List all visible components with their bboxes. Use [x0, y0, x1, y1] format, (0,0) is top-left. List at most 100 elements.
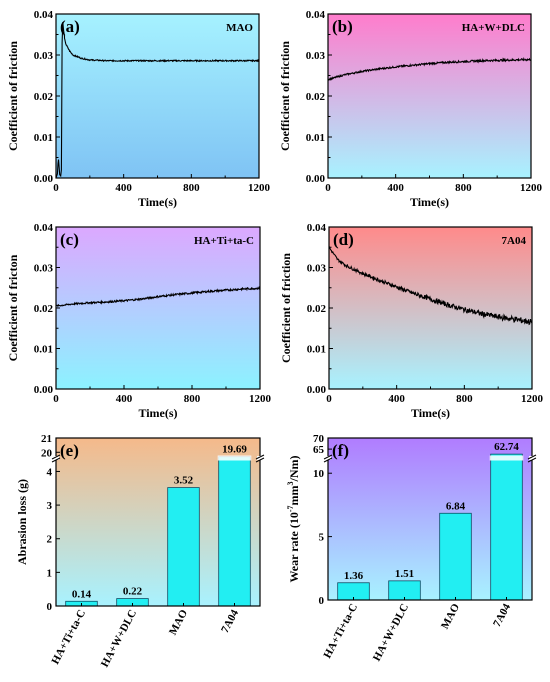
y-tick-label: 0.02	[306, 91, 326, 103]
data-label: 1.51	[395, 568, 414, 580]
material-label: 7A04	[502, 235, 527, 247]
line-panel-1: 0 400 800 1200 0.00 0.01 0.02 0.03 0.04 Time(s) Co…	[278, 9, 543, 209]
y-tick-label: 0.01	[34, 132, 53, 144]
x-tick-label: 0	[326, 393, 332, 405]
y-axis-label: Coefficient of friction	[6, 41, 20, 151]
category-label: MAO	[439, 601, 462, 631]
y-axis-label: Coefficient of friction	[278, 41, 292, 151]
x-tick-label: 1200	[249, 393, 272, 405]
x-tick-label: 0	[53, 182, 59, 194]
plot-background	[329, 227, 532, 389]
axis-break-gap	[529, 456, 535, 460]
y-axis-label-sup: 3	[286, 481, 295, 485]
x-tick-label: 400	[116, 393, 133, 405]
y-tick-label: 65	[313, 444, 325, 456]
y-tick-label: 2	[47, 534, 53, 546]
y-tick-label: 21	[41, 433, 52, 445]
bar-break-gap	[489, 455, 524, 461]
bar	[167, 487, 200, 607]
bar-panel-5: 1.36 HA+Ti+ta-C 1.51 HA+W+DLC 6.84 MAO 62.74 7A…	[286, 433, 537, 664]
data-label: 6.84	[446, 500, 466, 512]
y-axis-label: Coefficient of friction	[279, 253, 293, 363]
axis-break-mark	[527, 454, 537, 460]
y-tick-label: 0.03	[307, 263, 327, 275]
x-tick-label: 800	[456, 393, 473, 405]
axis-break-mark	[323, 457, 333, 463]
panel-label: (c)	[60, 230, 79, 249]
panel-label: (a)	[60, 17, 80, 36]
y-tick-label: 0.02	[34, 91, 54, 103]
y-axis-label-part: /Nm)	[287, 455, 301, 482]
x-tick-label: 800	[455, 182, 472, 194]
axis-break-mark	[255, 454, 265, 460]
y-axis-label-part: Wear rate (10	[287, 512, 301, 582]
bar-panel-4: 0.14 HA+Ti+ta-C 0.22 HA+W+DLC 3.52 MAO 19.69 7A…	[15, 433, 265, 670]
friction-trace	[327, 57, 532, 81]
y-tick-label: 0.04	[307, 222, 327, 234]
y-axis-label-part: mm	[287, 485, 301, 505]
plot-frame	[55, 437, 261, 607]
data-label: 19.69	[222, 444, 247, 456]
data-label: 3.52	[174, 475, 194, 487]
y-axis-label: Abrasion loss (g)	[15, 479, 29, 565]
panel-label: (f)	[332, 441, 349, 460]
x-tick-label: 400	[388, 393, 405, 405]
y-tick-label: 0.00	[34, 173, 54, 185]
y-tick-label: 3	[47, 500, 53, 512]
category-label: 7A04	[219, 607, 241, 635]
x-tick-label: 800	[183, 182, 200, 194]
x-tick-label: 1200	[521, 393, 544, 405]
x-tick-label: 1200	[248, 182, 271, 194]
y-tick-label: 0.01	[34, 344, 53, 356]
data-label: 0.14	[72, 588, 92, 600]
y-tick-label: 5	[319, 532, 325, 544]
y-tick-label: 70	[313, 433, 325, 445]
material-label: MAO	[226, 22, 253, 34]
panel-label: (d)	[333, 230, 354, 249]
category-label: HA+W+DLC	[371, 602, 411, 664]
y-tick-label: 0.04	[306, 9, 326, 21]
axis-break-gap	[53, 456, 59, 460]
x-axis-label: Time(s)	[138, 406, 177, 420]
axis-break-gap	[325, 456, 331, 460]
y-tick-label: 0.04	[34, 9, 54, 21]
y-tick-label: 0.02	[307, 303, 327, 315]
line-panel-3: 0 400 800 1200 0.00 0.01 0.02 0.03 0.04 Time(s) Co…	[279, 222, 544, 420]
panel-label: (b)	[332, 17, 353, 36]
plot-background	[56, 14, 259, 178]
friction-trace	[328, 246, 533, 326]
bar	[490, 453, 523, 601]
data-label: 0.22	[123, 586, 143, 598]
bar-break-gap	[217, 455, 252, 461]
bar	[439, 512, 472, 601]
y-tick-label: 0.00	[307, 384, 327, 396]
y-tick-label: 0.00	[306, 173, 326, 185]
axis-break-mark	[51, 454, 61, 460]
x-axis-label: Time(s)	[410, 195, 449, 209]
x-axis-label: Time(s)	[411, 406, 450, 420]
x-tick-label: 400	[387, 182, 404, 194]
y-axis-label: Coefficient of fricton	[6, 254, 20, 361]
category-label: MAO	[167, 607, 190, 637]
axis-break-mark	[255, 457, 265, 463]
bar	[218, 456, 251, 607]
y-tick-label: 0.03	[34, 50, 54, 62]
x-tick-label: 800	[184, 393, 201, 405]
axis-break-mark	[51, 457, 61, 463]
y-axis-label-sup: -7	[286, 505, 295, 512]
y-axis-label: Wear rate (10-7mm3/Nm)	[286, 455, 301, 582]
y-tick-label: 0.04	[34, 222, 54, 234]
y-tick-label: 0.03	[306, 50, 326, 62]
data-label: 1.36	[344, 570, 364, 582]
y-tick-label: 0.00	[34, 384, 54, 396]
x-tick-label: 0	[325, 182, 331, 194]
category-label: HA+Ti+ta-C	[49, 608, 88, 667]
y-tick-label: 20	[41, 447, 53, 459]
x-axis-label: Time(s)	[138, 195, 177, 209]
x-tick-label: 1200	[520, 182, 543, 194]
category-label: HA+W+DLC	[99, 608, 139, 670]
category-label: 7A04	[491, 601, 513, 629]
plot-background	[56, 227, 260, 389]
data-label: 62.74	[494, 441, 519, 453]
